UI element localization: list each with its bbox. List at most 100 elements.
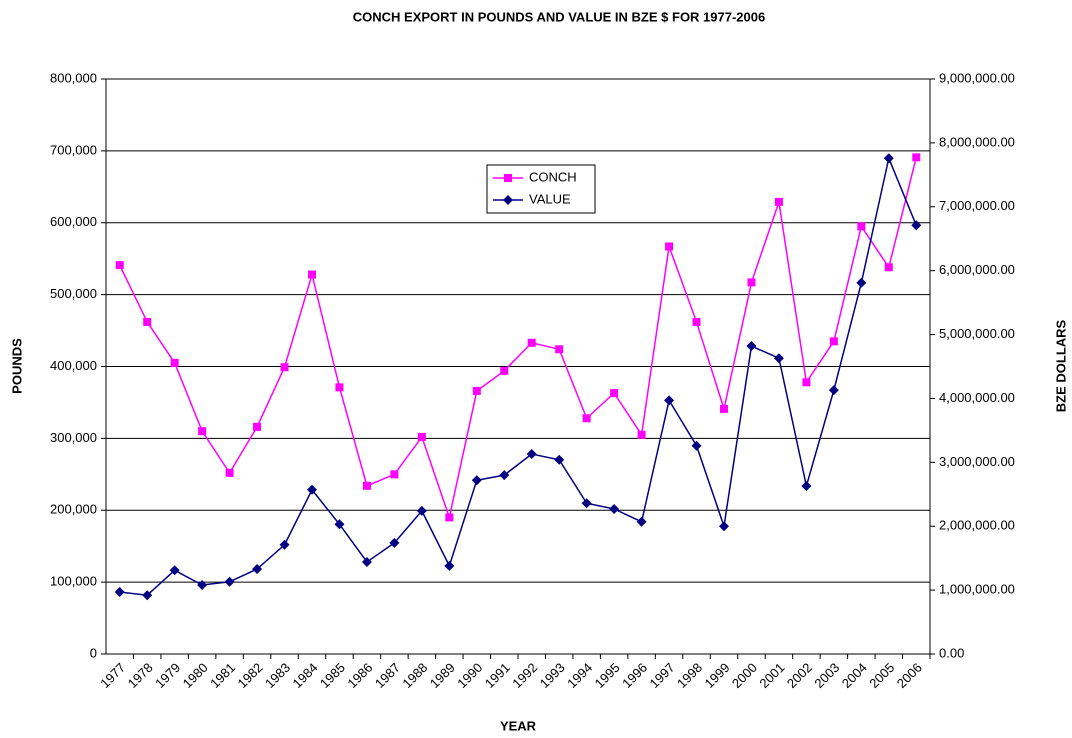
x-tick-label: 1981	[207, 660, 238, 691]
point	[361, 557, 372, 567]
point	[471, 475, 482, 486]
point	[554, 454, 565, 465]
point	[115, 261, 124, 270]
point	[720, 404, 728, 413]
point	[692, 317, 701, 326]
point	[169, 565, 180, 576]
y-tick-label: 800,000	[50, 70, 97, 85]
point	[334, 519, 345, 530]
x-tick-label: 1990	[454, 660, 485, 691]
point	[170, 358, 179, 367]
x-tick-label: 1998	[674, 660, 705, 691]
point	[829, 337, 838, 346]
point	[664, 395, 675, 406]
point	[774, 197, 783, 206]
point	[280, 363, 289, 372]
point	[416, 505, 427, 516]
point	[417, 432, 426, 441]
y2-tick-label: 8,000,000.00	[939, 134, 1015, 149]
point	[828, 385, 839, 396]
y-tick-label: 400,000	[50, 358, 97, 373]
chart-title: CONCH EXPORT IN POUNDS AND VALUE IN BZE …	[353, 9, 765, 24]
y-axis-label: POUNDS	[9, 338, 24, 394]
point	[555, 345, 564, 354]
point	[911, 220, 922, 231]
point	[773, 353, 784, 364]
y2-tick-label: 9,000,000.00	[939, 70, 1015, 85]
point	[472, 386, 481, 395]
legend-label: CONCH	[529, 169, 577, 184]
point	[884, 263, 893, 272]
x-tick-label: 2005	[866, 660, 897, 691]
point	[526, 449, 537, 460]
y2-axis-label: BZE DOLLARS	[1053, 319, 1068, 412]
y-tick-label: 700,000	[50, 142, 97, 157]
x-tick-label: 1980	[180, 660, 211, 691]
point	[252, 564, 263, 575]
point	[197, 580, 208, 590]
series-line	[119, 157, 917, 521]
x-tick-label: 1986	[344, 660, 375, 691]
x-axis-label: YEAR	[500, 718, 537, 733]
point	[802, 378, 811, 387]
y-tick-label: 300,000	[50, 430, 97, 445]
x-tick-label: 1979	[152, 660, 183, 691]
x-tick-label: 1999	[701, 660, 732, 691]
point	[499, 470, 510, 481]
y2-tick-label: 1,000,000.00	[939, 582, 1015, 597]
point	[307, 484, 317, 495]
y-tick-label: 200,000	[50, 502, 97, 517]
point	[224, 576, 235, 587]
point	[665, 242, 674, 251]
legend-label: VALUE	[529, 191, 571, 206]
y-tick-label: 600,000	[50, 214, 97, 229]
point	[747, 278, 756, 287]
y2-tick-label: 3,000,000.00	[939, 454, 1015, 469]
x-tick-label: 1988	[399, 660, 430, 691]
y2-tick-label: 2,000,000.00	[939, 518, 1015, 533]
point	[142, 590, 153, 601]
x-tick-label: 1985	[317, 660, 348, 691]
point	[637, 430, 646, 439]
point	[335, 383, 344, 392]
y2-tick-label: 6,000,000.00	[939, 262, 1015, 277]
point	[390, 470, 399, 479]
point	[801, 480, 812, 491]
x-tick-label: 1997	[647, 660, 678, 691]
point	[912, 153, 921, 162]
x-tick-label: 1989	[427, 660, 458, 691]
point	[691, 440, 702, 451]
x-tick-label: 2004	[839, 660, 870, 691]
point	[445, 513, 454, 522]
x-tick-label: 2000	[729, 660, 760, 691]
point	[225, 468, 234, 477]
x-tick-label: 1991	[482, 660, 513, 691]
point	[308, 270, 316, 279]
x-tick-label: 2006	[894, 660, 925, 691]
x-tick-label: 1992	[509, 660, 540, 691]
point	[856, 277, 867, 288]
x-tick-label: 2003	[811, 660, 842, 691]
point	[279, 539, 290, 550]
x-tick-label: 1984	[289, 660, 320, 691]
point	[582, 414, 591, 423]
point	[114, 587, 125, 598]
y2-tick-label: 7,000,000.00	[939, 198, 1015, 213]
x-tick-label: 1993	[537, 660, 568, 691]
x-tick-label: 1978	[125, 660, 156, 691]
point	[389, 537, 400, 548]
point	[746, 341, 757, 352]
point	[198, 427, 207, 436]
point	[883, 153, 894, 164]
legend-marker	[503, 195, 513, 205]
point	[527, 338, 536, 347]
legend-marker	[504, 174, 512, 182]
y-tick-label: 500,000	[50, 286, 97, 301]
y-tick-label: 100,000	[50, 574, 97, 589]
y-tick-label: 0	[90, 645, 97, 660]
x-tick-label: 1977	[97, 660, 128, 691]
series-line	[119, 155, 917, 597]
x-tick-label: 1996	[619, 660, 650, 691]
x-tick-label: 1983	[262, 660, 293, 691]
